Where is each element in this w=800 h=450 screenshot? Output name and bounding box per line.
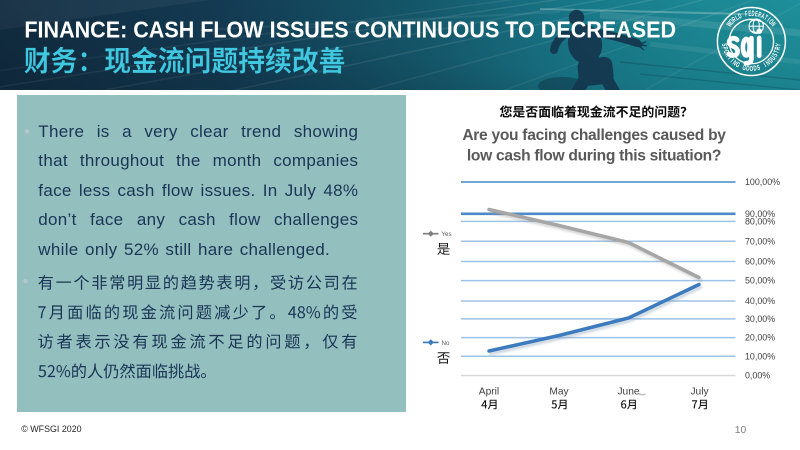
svg-text:S: S bbox=[756, 64, 761, 73]
svg-text:S: S bbox=[720, 43, 729, 47]
svg-text:S: S bbox=[771, 52, 780, 59]
svg-text:T: T bbox=[772, 49, 781, 55]
svg-text:R: R bbox=[774, 45, 783, 51]
svg-text:Yes: Yes bbox=[442, 231, 452, 238]
svg-text:W: W bbox=[725, 20, 734, 29]
svg-text:60,00%: 60,00% bbox=[745, 257, 775, 267]
svg-text:T: T bbox=[762, 14, 769, 23]
svg-text:10: 10 bbox=[735, 425, 747, 436]
svg-text:N: N bbox=[731, 59, 739, 68]
svg-text:F: F bbox=[744, 10, 748, 19]
svg-text:50,00%: 50,00% bbox=[745, 276, 775, 286]
svg-text:80,00%: 80,00% bbox=[745, 217, 775, 227]
svg-text:E: E bbox=[754, 10, 758, 19]
svg-text:U: U bbox=[769, 54, 778, 62]
svg-text:N: N bbox=[769, 21, 778, 29]
svg-text:O: O bbox=[767, 18, 776, 27]
svg-text:E: E bbox=[748, 10, 751, 19]
svg-text:O: O bbox=[721, 49, 730, 56]
svg-text:D: D bbox=[751, 10, 755, 19]
svg-text:April: April bbox=[479, 387, 499, 398]
svg-text:© WFSGI 2020: © WFSGI 2020 bbox=[21, 424, 81, 434]
svg-text:No: No bbox=[442, 340, 450, 347]
svg-text:I: I bbox=[765, 16, 771, 24]
svg-text:O: O bbox=[750, 65, 754, 73]
svg-text:G: G bbox=[734, 61, 741, 70]
svg-text:D: D bbox=[753, 64, 758, 73]
svg-text:Y: Y bbox=[774, 43, 783, 47]
svg-text:70,00%: 70,00% bbox=[745, 236, 775, 246]
svg-text:O: O bbox=[745, 64, 750, 73]
svg-text:July: July bbox=[690, 387, 709, 398]
svg-text:May: May bbox=[549, 387, 569, 398]
svg-text:G: G bbox=[741, 64, 747, 73]
svg-text:Are you facing challenges caus: Are you facing challenges caused by bbox=[462, 127, 726, 144]
svg-text:30,00%: 30,00% bbox=[745, 314, 775, 324]
svg-text:O: O bbox=[728, 18, 737, 27]
svg-text:T: T bbox=[725, 55, 734, 62]
svg-text:40,00%: 40,00% bbox=[745, 296, 775, 306]
svg-text:N: N bbox=[764, 59, 772, 68]
svg-text:100,00%: 100,00% bbox=[745, 177, 780, 187]
svg-text:P: P bbox=[720, 46, 729, 51]
svg-text:R: R bbox=[731, 15, 739, 24]
svg-text:D: D bbox=[737, 12, 744, 21]
svg-text:10,00%: 10,00% bbox=[745, 351, 775, 361]
svg-text:I: I bbox=[763, 61, 769, 69]
svg-text:D: D bbox=[767, 56, 776, 65]
svg-text:low cash flow during this situ: low cash flow during this situation? bbox=[467, 147, 721, 164]
svg-text:R: R bbox=[757, 11, 763, 20]
svg-text:20,00%: 20,00% bbox=[745, 333, 775, 343]
svg-text:90,00%: 90,00% bbox=[745, 209, 775, 219]
svg-text:I: I bbox=[728, 57, 735, 64]
svg-text:0,00%: 0,00% bbox=[745, 371, 770, 381]
svg-text:A: A bbox=[760, 12, 767, 21]
svg-text:L: L bbox=[734, 14, 741, 23]
svg-text:June: June bbox=[617, 387, 639, 398]
svg-text:FINANCE: CASH FLOW ISSUES CONT: FINANCE: CASH FLOW ISSUES CONTINUOUS TO … bbox=[24, 17, 676, 43]
